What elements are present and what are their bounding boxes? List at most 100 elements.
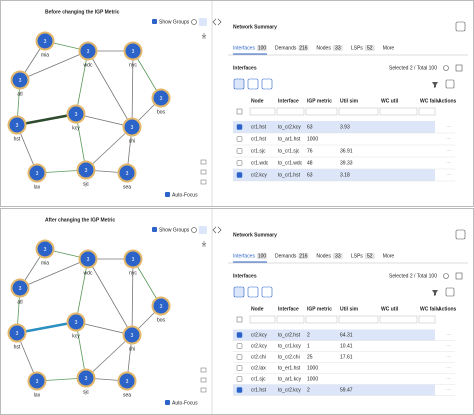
column-filter[interactable] — [276, 107, 305, 116]
tab-name[interactable]: Interfaces — [233, 45, 255, 51]
row-actions[interactable]: ⋯ — [446, 160, 451, 166]
column-filter[interactable] — [305, 107, 338, 116]
node[interactable] — [27, 371, 47, 391]
row-actions[interactable]: ⋯ — [446, 376, 451, 382]
node[interactable] — [76, 160, 96, 180]
tab-name[interactable]: LSPs — [351, 45, 363, 51]
node[interactable] — [27, 163, 47, 183]
toolbar-button[interactable] — [261, 78, 273, 90]
toolbar-button[interactable] — [233, 78, 245, 90]
tab-name[interactable]: Interfaces — [233, 253, 255, 259]
row-actions[interactable]: ⋯ — [446, 387, 451, 393]
row-checkbox[interactable] — [236, 172, 243, 178]
filter-icon[interactable] — [432, 290, 438, 296]
tab-name[interactable]: Nodes — [316, 45, 331, 51]
row-checkbox[interactable] — [236, 160, 243, 166]
node[interactable] — [123, 41, 143, 61]
settings-icon[interactable] — [191, 227, 197, 233]
layout-button[interactable] — [199, 226, 207, 234]
node[interactable] — [76, 368, 96, 388]
column-filter[interactable] — [305, 315, 338, 324]
node[interactable] — [151, 88, 171, 108]
side-tool[interactable] — [200, 377, 207, 383]
side-tool[interactable] — [200, 169, 207, 175]
node[interactable] — [123, 249, 143, 269]
node[interactable] — [7, 323, 27, 343]
column-filter[interactable] — [249, 107, 276, 116]
row-checkbox[interactable] — [236, 136, 243, 142]
row-actions[interactable]: ⋯ — [446, 332, 451, 338]
column-filter[interactable] — [249, 315, 276, 324]
tab-name[interactable]: Nodes — [316, 253, 331, 259]
settings-icon[interactable] — [191, 19, 197, 25]
menu-icon[interactable] — [455, 272, 463, 280]
tab-more[interactable]: More — [383, 45, 395, 51]
row-actions[interactable]: ⋯ — [446, 136, 451, 142]
side-tool[interactable] — [200, 367, 207, 373]
filter-icon[interactable] — [432, 82, 438, 88]
column-filter[interactable] — [418, 315, 436, 324]
node[interactable] — [151, 296, 171, 316]
row-checkbox[interactable] — [236, 332, 243, 338]
row-checkbox[interactable] — [236, 354, 243, 360]
row-checkbox[interactable] — [236, 387, 243, 393]
tab-more[interactable]: More — [383, 253, 395, 259]
menu-icon[interactable] — [455, 64, 463, 72]
auto-focus-checkbox[interactable] — [165, 400, 170, 405]
node[interactable] — [10, 70, 30, 90]
column-filter[interactable] — [379, 107, 418, 116]
show-groups-checkbox[interactable] — [152, 227, 157, 232]
node[interactable] — [78, 41, 98, 61]
node[interactable] — [7, 115, 27, 135]
row-actions[interactable]: ⋯ — [446, 365, 451, 371]
node[interactable] — [122, 117, 142, 137]
row-actions[interactable]: ⋯ — [446, 148, 451, 154]
toolbar-button[interactable] — [233, 286, 245, 298]
row-checkbox[interactable] — [236, 376, 243, 382]
column-button[interactable] — [445, 287, 455, 297]
row-actions[interactable]: ⋯ — [446, 172, 451, 178]
download-icon[interactable] — [201, 33, 207, 39]
download-icon[interactable] — [201, 241, 207, 247]
row-actions[interactable]: ⋯ — [446, 354, 451, 360]
column-filter[interactable] — [418, 107, 436, 116]
auto-focus-checkbox[interactable] — [165, 192, 170, 197]
node[interactable] — [117, 371, 137, 391]
show-groups-checkbox[interactable] — [152, 19, 157, 24]
collapse-icon[interactable] — [212, 18, 222, 26]
collapse-icon[interactable] — [212, 226, 222, 234]
node[interactable] — [117, 163, 137, 183]
side-tool[interactable] — [200, 159, 207, 165]
node[interactable] — [122, 325, 142, 345]
column-filter[interactable] — [379, 315, 418, 324]
header-checkbox[interactable] — [236, 108, 243, 115]
side-tool[interactable] — [200, 387, 207, 393]
header-checkbox[interactable] — [236, 316, 243, 323]
expand-button[interactable] — [455, 21, 466, 32]
column-button[interactable] — [445, 79, 455, 89]
column-filter[interactable] — [338, 315, 379, 324]
node[interactable] — [10, 278, 30, 298]
tab-name[interactable]: Demands — [275, 253, 297, 259]
refresh-icon[interactable] — [443, 273, 449, 279]
column-filter[interactable] — [338, 107, 379, 116]
node[interactable] — [66, 312, 86, 332]
row-checkbox[interactable] — [236, 148, 243, 154]
row-checkbox[interactable] — [236, 124, 243, 130]
toolbar-button[interactable] — [247, 286, 259, 298]
row-actions[interactable]: ⋯ — [446, 124, 451, 130]
layout-button[interactable] — [199, 18, 207, 26]
row-actions[interactable]: ⋯ — [446, 343, 451, 349]
row-checkbox[interactable] — [236, 343, 243, 349]
node[interactable] — [35, 31, 55, 51]
tab-name[interactable]: Demands — [275, 45, 297, 51]
side-tool[interactable] — [200, 179, 207, 185]
expand-button[interactable] — [455, 229, 466, 240]
node[interactable] — [78, 249, 98, 269]
node[interactable] — [66, 104, 86, 124]
refresh-icon[interactable] — [443, 65, 449, 71]
row-checkbox[interactable] — [236, 365, 243, 371]
node[interactable] — [35, 239, 55, 259]
toolbar-button[interactable] — [261, 286, 273, 298]
tab-name[interactable]: LSPs — [351, 253, 363, 259]
